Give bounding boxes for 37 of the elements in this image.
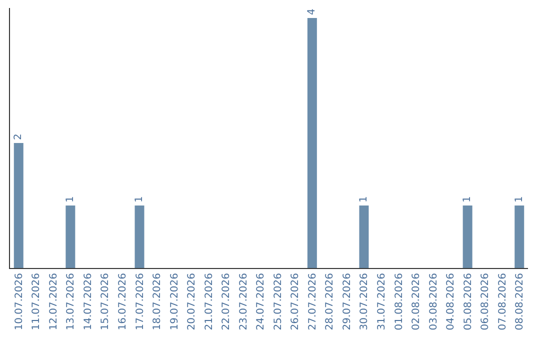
x-tick-label: 05.08.2026 [462,273,474,330]
x-tick-label: 28.07.2026 [324,273,336,330]
x-tick-label: 17.07.2026 [134,273,146,330]
x-tick-label: 30.07.2026 [359,273,370,330]
data-label: 1 [134,196,145,202]
x-tick-label: 16.07.2026 [117,273,128,330]
x-tick-label: 13.07.2026 [66,273,77,330]
data-label: 2 [13,134,24,140]
x-tick-label: 10.07.2026 [14,273,25,330]
x-tick-label: 22.07.2026 [221,273,232,330]
data-label: 1 [514,196,525,202]
x-tick-label: 07.08.2026 [497,273,508,330]
data-label: 1 [64,196,76,202]
x-tick-label: 03.08.2026 [428,273,440,330]
x-tick-label: 26.07.2026 [290,273,302,330]
x-tick-label: 19.07.2026 [169,273,180,330]
x-tick-label: 24.07.2026 [256,273,267,330]
x-tick-label: 14.07.2026 [82,273,94,330]
x-tick-label: 08.08.2026 [514,273,526,330]
x-tick-label: 27.07.2026 [307,273,318,330]
x-tick-label: 20.07.2026 [186,273,198,330]
x-tick-label: 21.07.2026 [204,273,215,330]
x-tick-label: 01.08.2026 [394,273,405,330]
x-tick-label: 29.07.2026 [342,273,353,330]
x-tick-label: 25.07.2026 [272,273,284,330]
data-label: 1 [462,196,474,202]
x-tick-label: 18.07.2026 [152,273,164,330]
x-tick-label: 23.07.2026 [238,273,250,330]
x-tick-label: 31.07.2026 [376,273,388,330]
x-tick-label: 02.08.2026 [411,273,422,330]
data-label: 4 [306,8,318,15]
x-tick-label: 04.08.2026 [446,273,457,330]
x-tick-label: 11.07.2026 [31,273,42,330]
x-tick-label: 06.08.2026 [480,273,492,330]
x-tick-label: 15.07.2026 [100,273,112,330]
x-tick-label: 12.07.2026 [48,273,60,330]
data-label: 1 [358,196,370,202]
